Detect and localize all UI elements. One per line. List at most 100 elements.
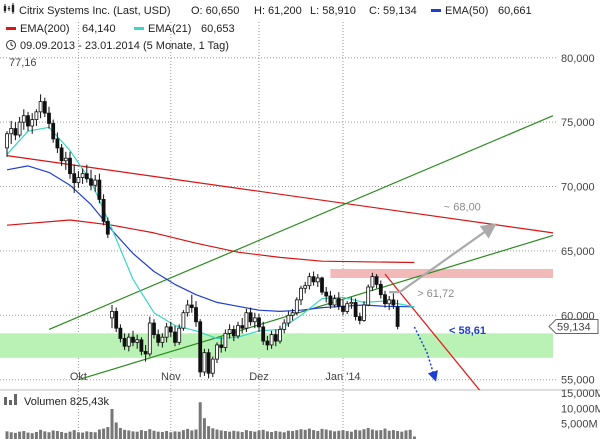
- volume-bar: [228, 431, 232, 439]
- candle-body: [30, 119, 35, 127]
- target-down-arrow: [413, 326, 438, 382]
- candle-body: [383, 294, 387, 305]
- candle: [374, 274, 379, 289]
- volume-bar: [333, 431, 337, 439]
- candle-body: [51, 123, 56, 140]
- candle: [278, 325, 282, 344]
- candle-body: [341, 305, 345, 312]
- last-price-label: 59,134: [557, 321, 591, 333]
- candle-body: [126, 336, 131, 347]
- volume-bar: [51, 430, 55, 439]
- volume-bar: [190, 430, 194, 439]
- candle: [286, 311, 291, 327]
- candle-body: [21, 115, 26, 123]
- candle: [202, 348, 207, 376]
- candle-body: [336, 298, 341, 307]
- candle: [383, 290, 387, 308]
- candle: [17, 116, 22, 138]
- candle-body: [206, 352, 211, 374]
- candle: [194, 301, 198, 327]
- candle: [80, 168, 85, 184]
- volume-bar: [131, 431, 135, 439]
- candle: [51, 119, 56, 143]
- volume-bar: [26, 432, 30, 439]
- ema200-line: [6, 219, 415, 264]
- candle-body: [93, 179, 98, 186]
- candle: [152, 319, 156, 339]
- candle-body: [345, 303, 350, 312]
- candle: [122, 333, 127, 351]
- volume-bar: [307, 428, 311, 439]
- volume-bar: [291, 431, 295, 439]
- ema200-legend-value: 64,140: [82, 23, 116, 35]
- candle-body: [278, 329, 282, 342]
- volume-icon-bar: [14, 394, 17, 405]
- volume-bar: [341, 430, 345, 439]
- candle: [261, 321, 266, 345]
- y-tick-label: 70,000: [561, 182, 595, 194]
- candle: [307, 272, 312, 290]
- candle-body: [366, 286, 371, 306]
- candlestick-icon-body: [7, 8, 11, 9]
- candle: [68, 151, 72, 179]
- volume-bar: [354, 429, 358, 439]
- candle: [21, 109, 26, 130]
- ema21-legend-label: EMA(21): [148, 23, 191, 35]
- x-tick-label: Nov: [161, 371, 181, 383]
- volume-bar: [400, 431, 404, 439]
- volume-bar: [127, 430, 131, 439]
- volume-bar: [165, 431, 169, 439]
- candle-body: [273, 334, 278, 342]
- candle-body: [5, 133, 9, 149]
- volume-bar: [18, 431, 22, 439]
- volume-bar: [215, 429, 219, 439]
- candle: [320, 276, 324, 295]
- annotation-54-52: 54,52: [416, 392, 444, 404]
- candle: [105, 217, 110, 239]
- volume-bar: [114, 422, 118, 439]
- candle-body: [261, 326, 266, 342]
- candle: [110, 305, 114, 329]
- candle: [265, 335, 270, 351]
- candle: [189, 294, 194, 313]
- candle-body: [315, 277, 320, 283]
- candle: [42, 97, 47, 117]
- candle-body: [97, 179, 102, 200]
- candle: [252, 312, 257, 329]
- candle: [387, 295, 392, 311]
- channel-lower-line: [78, 234, 554, 381]
- candle: [273, 329, 278, 347]
- volume-bar: [278, 431, 282, 439]
- volume-bar: [316, 431, 320, 439]
- candle: [362, 301, 366, 322]
- candle-body: [68, 157, 72, 175]
- candle: [248, 307, 253, 326]
- candle: [294, 297, 299, 316]
- candle-body: [59, 147, 64, 162]
- volume-bar: [186, 428, 190, 439]
- candle: [311, 271, 316, 286]
- annotation-58-61: < 58,61: [449, 325, 486, 337]
- candle: [177, 324, 182, 345]
- volume-bar: [404, 430, 408, 439]
- candle: [63, 151, 68, 170]
- candles: [5, 94, 400, 379]
- candle-body: [391, 299, 396, 306]
- volume-bar: [274, 431, 278, 439]
- volume-bar: [135, 431, 139, 439]
- candle: [349, 297, 354, 309]
- volume-bar: [358, 430, 362, 439]
- period-label: 09.09.2013 - 23.01.2014 (5 Monate, 1 Tag…: [20, 40, 229, 52]
- candle: [135, 334, 140, 349]
- candle-body: [101, 199, 106, 222]
- volume-bar: [123, 429, 127, 439]
- volume-bar: [139, 430, 143, 439]
- volume-bar: [299, 429, 303, 439]
- candle-body: [173, 331, 177, 343]
- ema50-legend-label: EMA(50): [445, 5, 488, 17]
- candle-body: [387, 299, 392, 305]
- volume-bar: [93, 432, 97, 439]
- volume-bar: [207, 426, 211, 439]
- candle: [131, 330, 135, 347]
- candle: [198, 319, 203, 378]
